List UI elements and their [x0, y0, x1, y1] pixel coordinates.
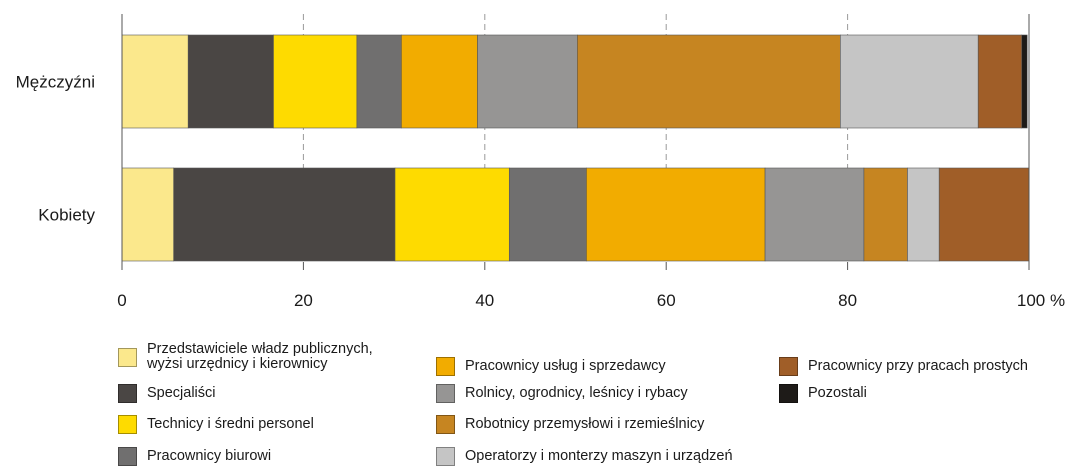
- legend-label: Technicy i średni personel: [147, 416, 314, 432]
- bar-segment: [477, 34, 578, 129]
- bar-segment: [121, 167, 174, 262]
- tick-label: 60: [657, 291, 676, 310]
- tick-label: 40: [475, 291, 494, 310]
- legend-swatch: [118, 415, 137, 434]
- tick-label: 80: [838, 291, 857, 310]
- legend-swatch: [436, 447, 455, 466]
- bar-segment: [401, 34, 478, 129]
- tick-label: 0: [117, 291, 126, 310]
- legend-label: Operatorzy i monterzy maszyn i urządzeń: [465, 448, 733, 464]
- legend-item: Pracownicy przy pracach prostych: [779, 357, 1028, 376]
- bar-segment: [977, 34, 1023, 129]
- tick-label: 20: [294, 291, 313, 310]
- legend-swatch: [118, 447, 137, 466]
- bar-segment: [1021, 34, 1028, 129]
- legend-item: Pracownicy usług i sprzedawcy: [436, 357, 666, 376]
- legend-label: Pracownicy usług i sprzedawcy: [465, 358, 666, 374]
- legend-swatch: [436, 357, 455, 376]
- legend-item: Robotnicy przemysłowi i rzemieślnicy: [436, 415, 704, 434]
- legend-item: Pozostali: [779, 384, 867, 403]
- bar-segment: [187, 34, 274, 129]
- legend-swatch: [436, 415, 455, 434]
- bar-segment: [356, 34, 402, 129]
- legend-item: Specjaliści: [118, 384, 216, 403]
- legend: Przedstawiciele władz publicznych, wyżsi…: [0, 338, 1067, 473]
- category-label: Mężczyźni: [16, 73, 95, 92]
- legend-swatch: [118, 384, 137, 403]
- bar-segment: [121, 34, 189, 129]
- x-axis: 0 20 40 60 80 100 %: [117, 14, 1065, 310]
- bar-segment: [586, 167, 766, 262]
- bar-segment: [577, 34, 841, 129]
- legend-label: Pracownicy przy pracach prostych: [808, 358, 1028, 374]
- legend-label: Specjaliści: [147, 385, 216, 401]
- stacked-bar-chart: 0 20 40 60 80 100 % Mężczyźni Kobiety: [16, 14, 1065, 310]
- legend-item: Rolnicy, ogrodnicy, leśnicy i rybacy: [436, 384, 688, 403]
- category-labels: Mężczyźni Kobiety: [16, 73, 96, 225]
- category-label: Kobiety: [38, 206, 95, 225]
- bar-segment: [863, 167, 908, 262]
- legend-label: Robotnicy przemysłowi i rzemieślnicy: [465, 416, 705, 432]
- legend-label: Pozostali: [808, 385, 867, 401]
- legend-label: Pracownicy biurowi: [147, 448, 272, 464]
- legend-swatch: [779, 357, 798, 376]
- legend-item: Pracownicy biurowi: [118, 447, 271, 466]
- legend-item: Technicy i średni personel: [118, 415, 314, 434]
- bar-segment: [173, 167, 396, 262]
- bar-segment: [764, 167, 865, 262]
- legend-item: Operatorzy i monterzy maszyn i urządzeń: [436, 447, 733, 466]
- legend-swatch: [436, 384, 455, 403]
- legend-swatch: [118, 347, 137, 367]
- tick-label: 100 %: [1017, 291, 1065, 310]
- legend-label: Przedstawiciele władz publicznych, wyżsi…: [147, 341, 373, 372]
- bar-segment: [907, 167, 940, 262]
- legend-swatch: [779, 384, 798, 403]
- bar-segment: [273, 34, 358, 129]
- bar-segment: [938, 167, 1030, 262]
- bar-segment: [840, 34, 979, 129]
- legend-item: Przedstawiciele władz publicznych, wyżsi…: [118, 342, 373, 372]
- bars: [121, 34, 1030, 262]
- legend-label: Rolnicy, ogrodnicy, leśnicy i rybacy: [465, 385, 688, 401]
- bar-segment: [508, 167, 587, 262]
- bar-segment: [394, 167, 510, 262]
